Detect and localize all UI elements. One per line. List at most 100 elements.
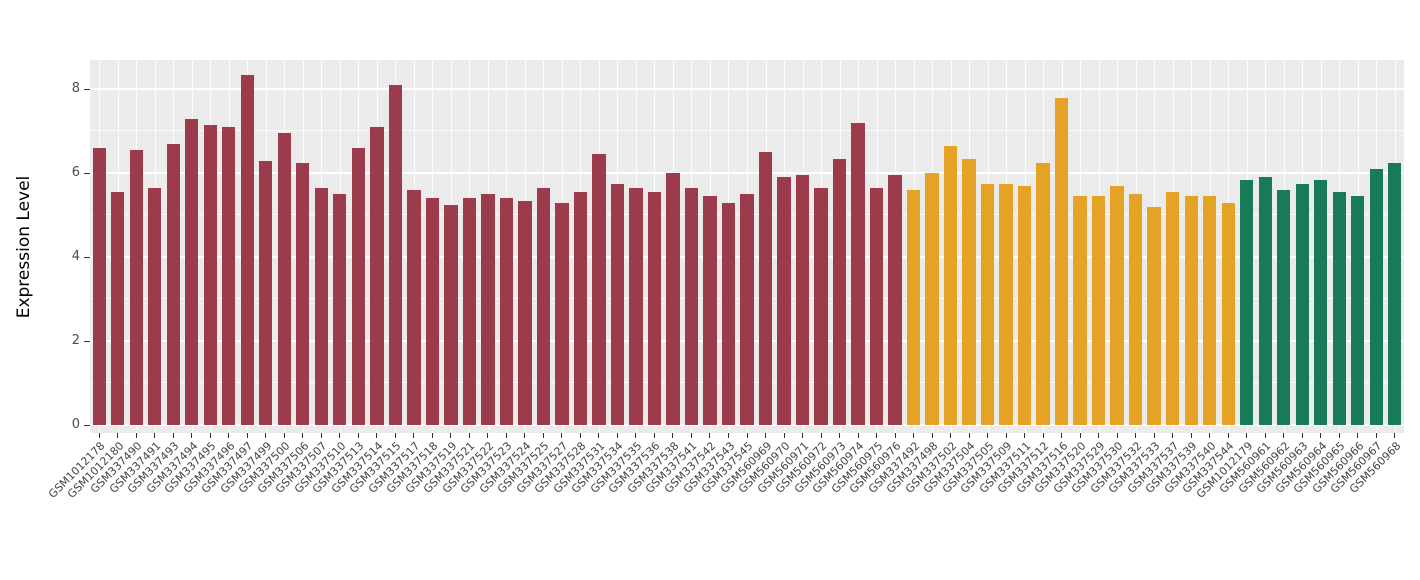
bar-GSM337491 xyxy=(148,187,162,425)
bar-GSM560975 xyxy=(869,187,884,425)
bar-GSM337541 xyxy=(684,187,699,425)
bar-GSM560970 xyxy=(777,177,791,425)
bar-GSM560964 xyxy=(1314,179,1328,425)
x-tick-mark xyxy=(117,433,119,438)
bar-GSM337506 xyxy=(296,162,310,425)
bar-GSM560966 xyxy=(1351,196,1365,425)
x-tick-mark xyxy=(1357,433,1359,438)
x-tick-mark xyxy=(1172,433,1174,438)
x-tick-mark xyxy=(357,433,359,438)
x-tick-mark xyxy=(616,433,618,438)
bar-GSM337527 xyxy=(555,202,569,425)
bar-GSM337539 xyxy=(1184,196,1198,425)
bar-GSM1012178 xyxy=(92,148,106,425)
minor-gridline xyxy=(90,130,1404,132)
bar-GSM337509 xyxy=(999,183,1013,425)
bar-GSM337496 xyxy=(222,127,236,425)
bar-GSM560965 xyxy=(1332,192,1346,425)
bar-GSM337520 xyxy=(1073,196,1087,425)
x-tick-mark xyxy=(598,433,600,438)
x-tick-mark xyxy=(690,433,692,438)
bar-GSM337504 xyxy=(962,158,976,425)
x-tick-mark xyxy=(1246,433,1248,438)
x-tick-mark xyxy=(98,433,100,438)
bar-GSM337512 xyxy=(1036,162,1050,425)
y-tick-label: 4 xyxy=(71,249,80,265)
bar-GSM337490 xyxy=(129,150,143,425)
x-tick-mark xyxy=(468,433,470,438)
x-tick-mark xyxy=(1227,433,1229,438)
x-tick-mark xyxy=(1283,433,1285,438)
bar-GSM337540 xyxy=(1203,196,1217,425)
x-tick-mark xyxy=(1394,433,1396,438)
bar-GSM337497 xyxy=(240,74,254,425)
x-tick-mark xyxy=(950,433,952,438)
bar-GSM337545 xyxy=(740,194,754,425)
bar-GSM337494 xyxy=(185,118,199,425)
bar-GSM337500 xyxy=(277,133,291,425)
bar-GSM337536 xyxy=(647,192,662,425)
x-tick-mark xyxy=(765,433,766,438)
bar-GSM337538 xyxy=(666,173,680,425)
x-tick-mark xyxy=(746,433,748,438)
x-tick-mark xyxy=(968,433,970,438)
x-tick-mark xyxy=(561,433,563,438)
bar-GSM337537 xyxy=(1165,192,1180,425)
bar-GSM337530 xyxy=(1110,185,1124,425)
x-tick-mark xyxy=(487,433,489,438)
x-tick-mark xyxy=(709,433,711,438)
bar-GSM337522 xyxy=(481,194,495,425)
x-tick-mark xyxy=(228,433,230,438)
bar-GSM337521 xyxy=(462,198,477,425)
bar-GSM337525 xyxy=(536,187,551,425)
x-tick-mark xyxy=(505,433,507,438)
x-tick-mark xyxy=(820,433,822,438)
bar-GSM337511 xyxy=(1017,185,1032,425)
bar-GSM560972 xyxy=(814,187,828,425)
bar-GSM337544 xyxy=(1221,202,1235,425)
bar-GSM337531 xyxy=(592,154,606,425)
x-tick-mark xyxy=(579,433,581,438)
x-tick-mark xyxy=(1079,433,1081,438)
bar-GSM337523 xyxy=(499,198,514,425)
x-tick-mark xyxy=(1042,433,1044,438)
bar-GSM337542 xyxy=(703,196,717,425)
y-tick-label: 8 xyxy=(71,81,80,97)
x-tick-mark xyxy=(1264,433,1266,438)
bar-GSM1012179 xyxy=(1240,179,1254,425)
x-tick-mark xyxy=(1320,433,1322,438)
x-tick-mark xyxy=(802,433,804,438)
bar-GSM337514 xyxy=(370,127,384,425)
bar-GSM337515 xyxy=(388,85,403,425)
x-tick-mark xyxy=(1301,433,1303,438)
bar-GSM337507 xyxy=(314,187,328,425)
x-tick-mark xyxy=(783,433,785,438)
x-tick-mark xyxy=(1153,433,1155,438)
x-tick-mark xyxy=(839,433,841,438)
x-tick-mark xyxy=(283,433,285,438)
y-tick-mark xyxy=(84,424,90,426)
y-tick-mark xyxy=(84,88,90,90)
bar-GSM560976 xyxy=(888,175,902,425)
bar-GSM337498 xyxy=(925,173,939,425)
major-gridline xyxy=(90,172,1404,175)
x-tick-mark xyxy=(913,433,915,438)
x-tick-mark xyxy=(413,433,415,438)
x-tick-mark xyxy=(431,433,433,438)
x-tick-mark xyxy=(635,433,637,438)
bar-GSM560961 xyxy=(1258,177,1272,425)
x-tick-mark xyxy=(172,433,174,438)
x-tick-mark xyxy=(987,433,989,438)
x-tick-mark xyxy=(1024,433,1026,438)
x-tick-mark xyxy=(339,433,341,438)
y-tick-label: 0 xyxy=(71,417,80,432)
x-tick-mark xyxy=(376,433,378,438)
x-tick-mark xyxy=(209,433,211,438)
x-tick-mark xyxy=(1061,433,1063,438)
x-tick-mark xyxy=(1005,433,1007,438)
x-tick-mark xyxy=(524,433,526,438)
x-tick-mark xyxy=(320,433,322,438)
bar-GSM337535 xyxy=(629,187,643,425)
bar-GSM1012180 xyxy=(111,192,125,425)
y-tick-mark xyxy=(84,172,90,174)
